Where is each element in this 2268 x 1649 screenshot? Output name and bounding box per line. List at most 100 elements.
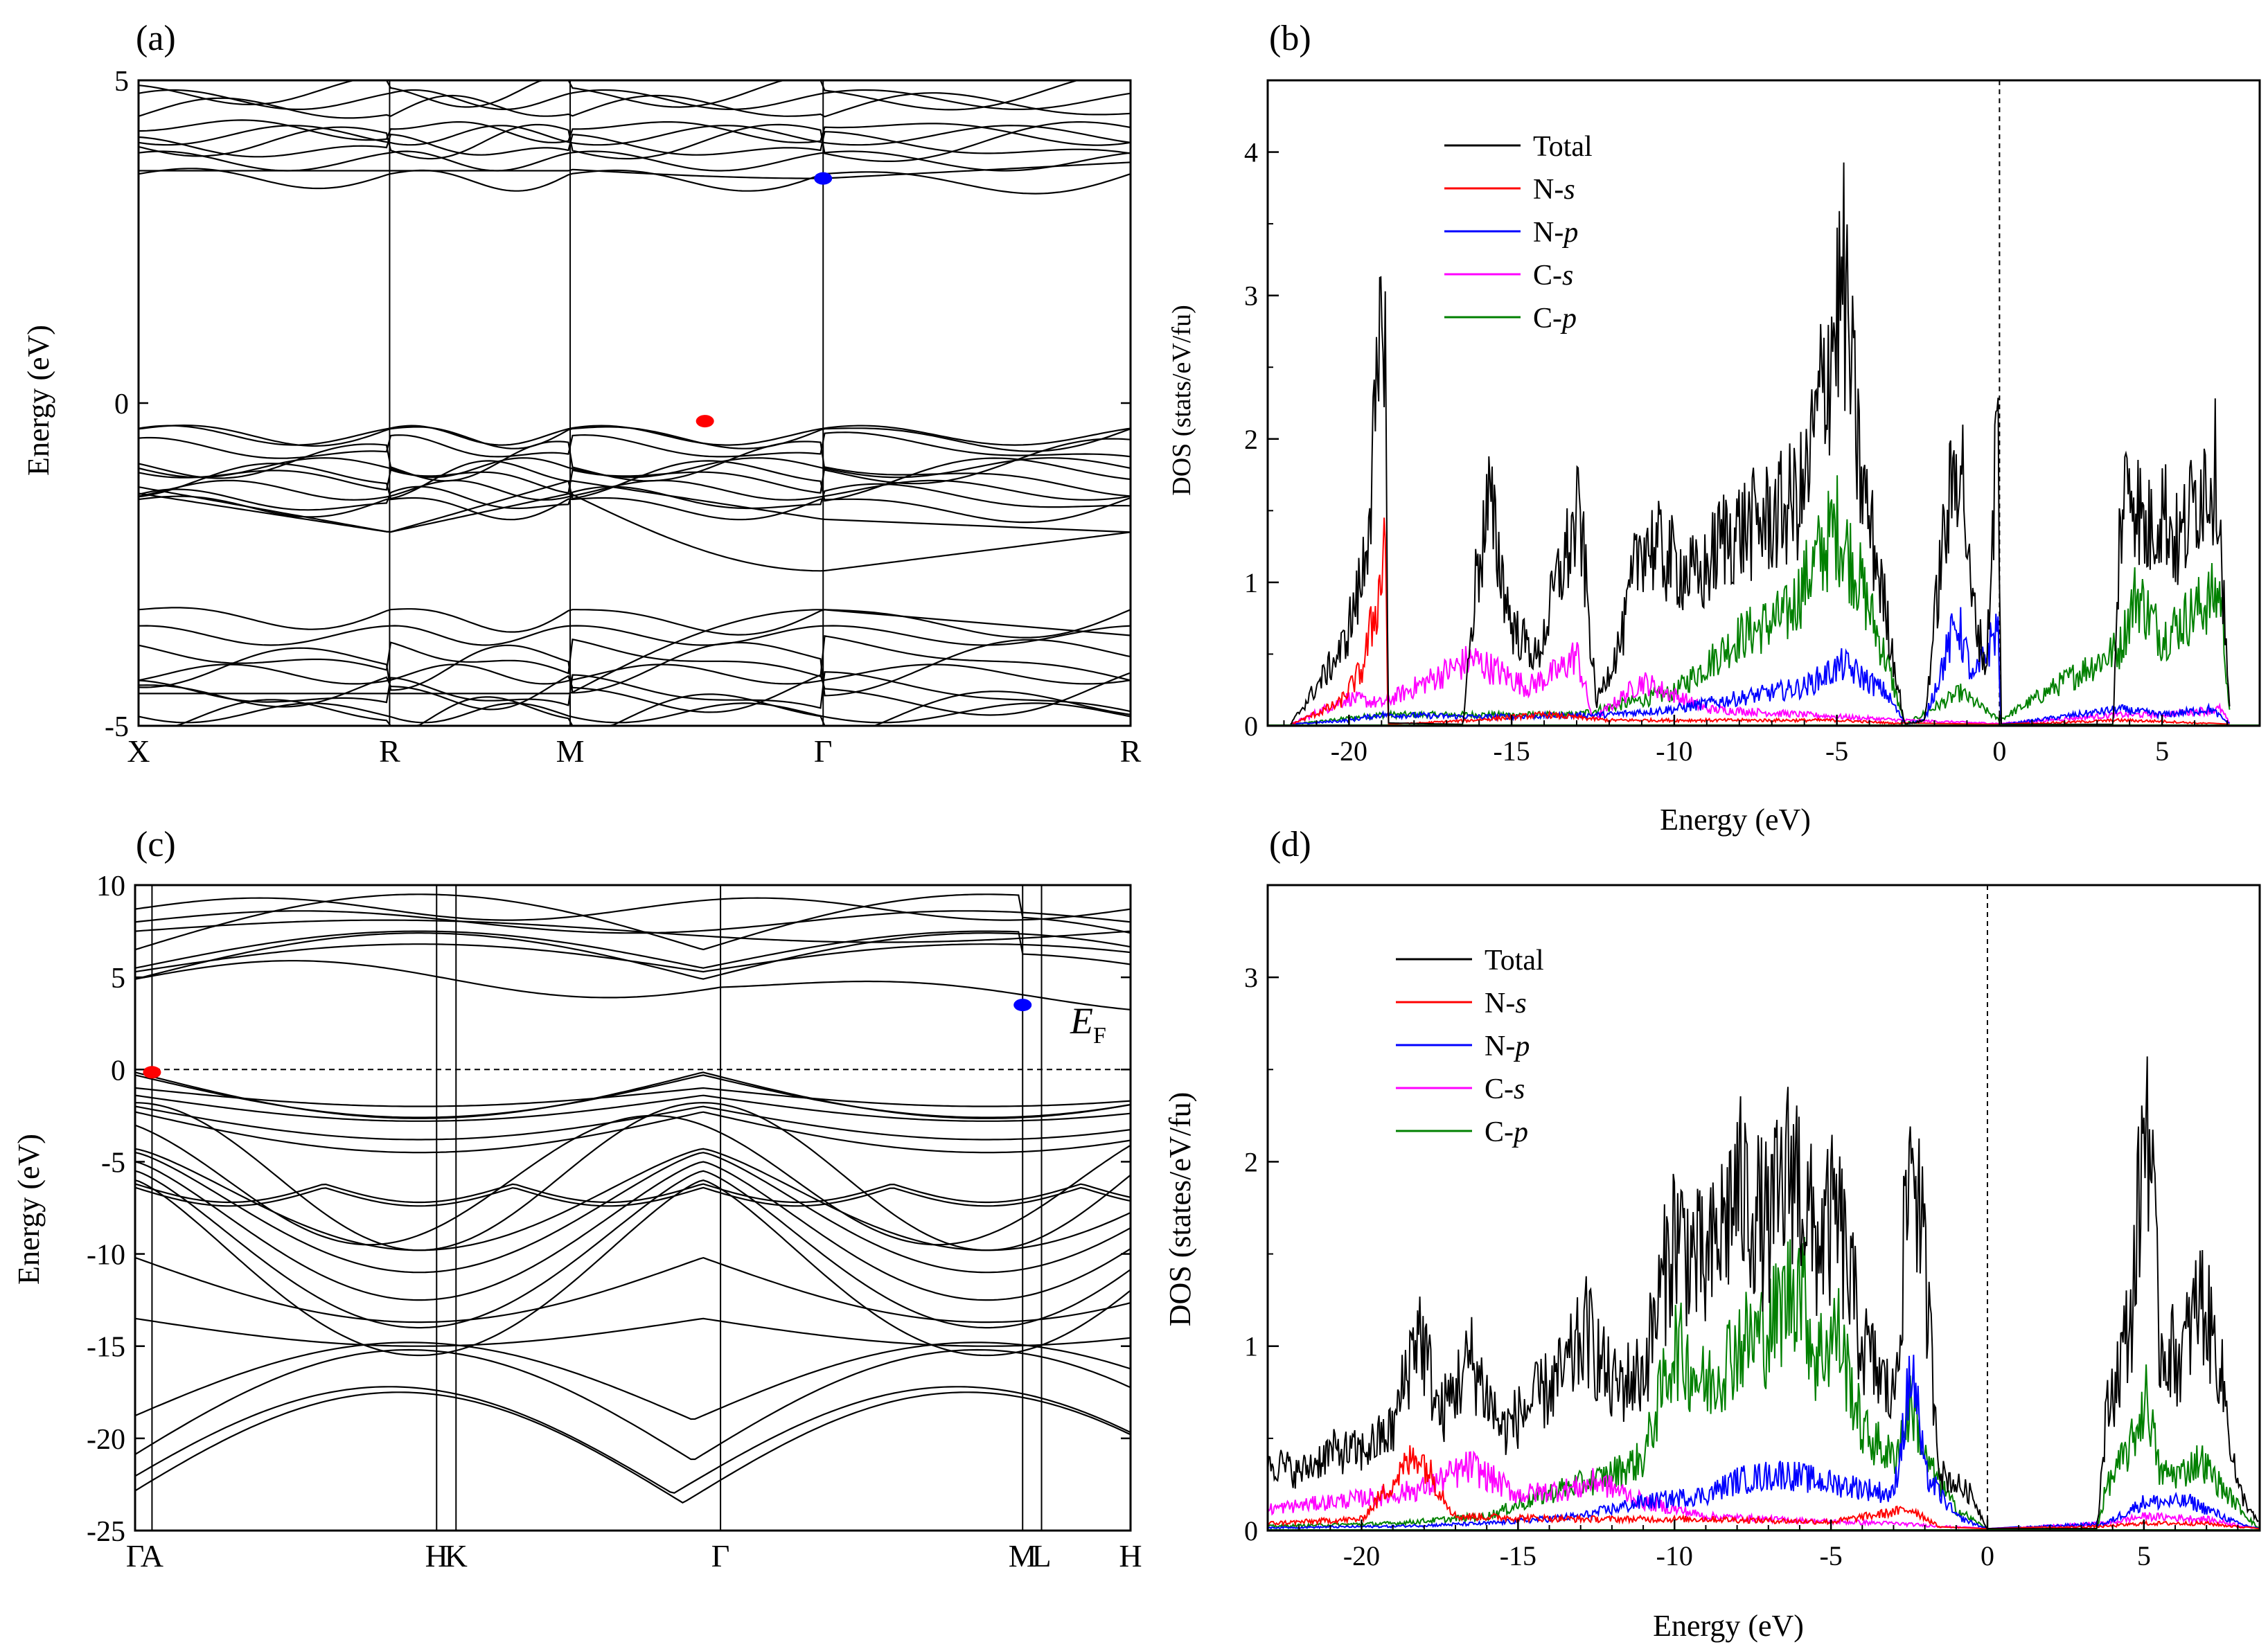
band-line xyxy=(134,897,1131,921)
band-line xyxy=(134,1148,1131,1251)
band-line xyxy=(138,466,1131,497)
plot-frame-b xyxy=(1266,79,2261,727)
band-lines-c xyxy=(134,893,1131,1504)
y-tick-label: 0 xyxy=(1244,711,1258,742)
y-tick-label: 1 xyxy=(1244,567,1258,598)
band-line xyxy=(139,690,1131,727)
k-point-label: H xyxy=(425,1538,448,1574)
x-tick-label: -15 xyxy=(1500,1540,1536,1571)
y-tick-label: 5 xyxy=(111,963,125,995)
x-tick-label: 0 xyxy=(1992,736,2006,767)
x-tick-label: -5 xyxy=(1819,1540,1842,1571)
panel-label-b: (b) xyxy=(1269,19,1311,58)
plot-frame-a xyxy=(137,79,1132,727)
band-line xyxy=(134,1342,1131,1420)
band-line xyxy=(138,89,1131,110)
y-tick-label: 0 xyxy=(1244,1515,1258,1547)
k-point-label: M xyxy=(1009,1538,1037,1574)
band-line xyxy=(138,483,1131,511)
band-line xyxy=(134,1111,1131,1154)
band-line xyxy=(134,1152,1131,1274)
fermi-level-label-c: EF xyxy=(1070,1000,1106,1049)
cbm-marker xyxy=(1013,999,1032,1012)
y-tick-label: -10 xyxy=(87,1240,125,1272)
band-line xyxy=(139,609,1131,695)
y-ticks-a: 5 0 -5 xyxy=(105,66,1131,743)
band-line xyxy=(138,425,1131,446)
legend-label: Total xyxy=(1485,945,1544,977)
band-line xyxy=(134,1102,1131,1251)
y-tick-label: 2 xyxy=(1244,1146,1258,1177)
plot-frame-c xyxy=(134,884,1132,1532)
dos-curve-n-p xyxy=(1290,607,2231,726)
band-line xyxy=(134,1170,1131,1329)
k-point-label: H xyxy=(1119,1538,1142,1574)
fermi-level-subscript-c: F xyxy=(1093,1023,1106,1049)
band-edge-markers-a xyxy=(696,172,833,428)
plot-frame-d xyxy=(1266,884,2261,1532)
axis-ticks-b: -20 -15 -10 -5 0 5 0 1 2 3 4 xyxy=(1244,137,2260,767)
k-point-label: Γ xyxy=(711,1538,730,1574)
band-line xyxy=(138,480,1131,533)
y-tick-label: 3 xyxy=(1244,280,1258,312)
high-symmetry-lines-a xyxy=(389,80,824,726)
band-line xyxy=(138,457,1131,479)
k-point-label: R xyxy=(1120,733,1142,769)
x-axis-label-d: Energy (eV) xyxy=(1653,1609,1804,1643)
panel-label-c: (c) xyxy=(136,825,176,864)
band-line xyxy=(138,457,1131,502)
x-tick-label: 5 xyxy=(2137,1540,2151,1571)
band-line xyxy=(138,635,1131,681)
y-tick-label: -25 xyxy=(87,1516,125,1548)
band-line xyxy=(134,1179,1131,1357)
y-tick-label: -5 xyxy=(101,1147,125,1179)
y-tick-label: -15 xyxy=(87,1332,125,1364)
x-tick-label: -15 xyxy=(1493,736,1530,767)
band-line xyxy=(134,1094,1131,1122)
band-line xyxy=(138,131,1131,158)
band-line xyxy=(138,150,1131,172)
band-line xyxy=(138,125,1131,146)
y-tick-label: 3 xyxy=(1244,962,1258,993)
band-line xyxy=(134,930,1131,969)
band-line xyxy=(138,663,1131,685)
axis-ticks-d: -20 -15 -10 -5 0 5 0 1 2 3 xyxy=(1244,962,2239,1571)
k-point-label: M xyxy=(556,733,585,769)
legend-label: N-s xyxy=(1533,174,1575,206)
band-line xyxy=(138,671,1131,713)
y-axis-label-a: Energy (eV) xyxy=(21,325,55,476)
band-line xyxy=(134,1186,1131,1207)
cbm-marker xyxy=(814,172,833,185)
dos-curve-n-s xyxy=(1267,1445,2259,1530)
panel-label-d: (d) xyxy=(1269,825,1311,864)
k-point-label: L xyxy=(1031,1538,1051,1574)
band-line xyxy=(134,1183,1131,1204)
legend-b: Total N-s N-p C-s C-p xyxy=(1444,131,1593,335)
y-tick-label: 1 xyxy=(1244,1331,1258,1362)
band-line xyxy=(138,639,1131,697)
legend-label: N-p xyxy=(1485,1031,1530,1062)
k-point-label: X xyxy=(127,733,150,769)
band-line xyxy=(134,1074,1131,1118)
legend-label: N-s xyxy=(1485,988,1527,1019)
vbm-marker xyxy=(696,415,714,428)
band-line xyxy=(134,1348,1131,1461)
band-line xyxy=(138,438,1131,485)
k-point-label: Γ xyxy=(814,733,833,769)
legend-label: C-s xyxy=(1533,260,1573,292)
x-tick-label: -10 xyxy=(1656,736,1692,767)
y-tick-label: 5 xyxy=(114,66,129,98)
band-line xyxy=(138,79,1131,111)
dos-curve-total xyxy=(1267,1056,2259,1530)
k-point-label: R xyxy=(379,733,400,769)
legend-label: C-p xyxy=(1533,303,1577,335)
band-line xyxy=(134,960,1131,1010)
k-point-label: K xyxy=(445,1538,468,1574)
y-tick-label: 10 xyxy=(96,871,125,902)
k-point-label: Γ xyxy=(126,1538,145,1574)
band-line xyxy=(138,625,1131,646)
legend-label: N-p xyxy=(1533,217,1578,249)
band-line xyxy=(134,910,1131,934)
dos-curve-n-p xyxy=(1267,1355,2259,1530)
